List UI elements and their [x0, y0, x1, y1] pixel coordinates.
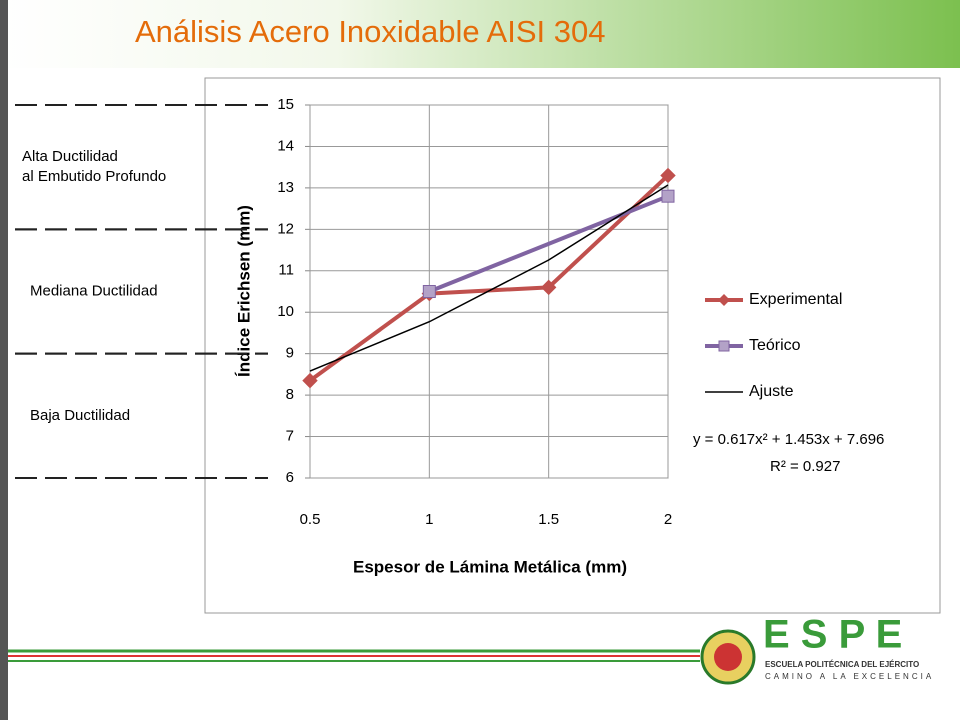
x-axis-label: Espesor de Lámina Metálica (mm): [353, 557, 627, 576]
zone-label: Baja Ductilidad: [30, 407, 130, 424]
x-tick-label: 1: [425, 511, 433, 528]
y-axis-label: Índice Erichsen (mm): [234, 205, 253, 377]
y-tick-label: 7: [286, 428, 294, 445]
logo-letters: E S P E: [763, 613, 902, 657]
logo-motto: CAMINO A LA EXCELENCIA: [765, 672, 934, 681]
y-tick-label: 10: [277, 303, 294, 320]
y-tick-label: 6: [286, 469, 294, 486]
legend-label: Teórico: [749, 337, 801, 354]
marker: [660, 167, 676, 184]
slide-title: Análisis Acero Inoxidable AISI 304: [135, 14, 605, 49]
chart: 6 7 8 9 10 11 12 13 14 15 0.5 1 1.5 2 Espesor de Lámin…: [15, 96, 884, 576]
equation: y = 0.617x² + 1.453x + 7.696: [693, 431, 884, 448]
marker: [661, 189, 675, 203]
title-band: [0, 0, 960, 68]
marker: [302, 372, 318, 389]
logo-school: ESCUELA POLITÉCNICA DEL EJÉRCITO: [765, 660, 919, 669]
y-tick-label: 9: [286, 345, 294, 362]
legend-label: Ajuste: [749, 383, 794, 400]
y-tick-label: 8: [286, 386, 294, 403]
zone-label: Alta Ductilidad: [22, 148, 118, 165]
logo-emblem: [714, 643, 742, 671]
series-line: [428, 194, 669, 294]
r-squared: R² = 0.927: [770, 458, 840, 475]
y-tick-label: 11: [278, 262, 294, 279]
y-tick-label: 14: [277, 137, 294, 154]
marker: [540, 279, 557, 296]
x-tick-label: 2: [664, 511, 672, 528]
y-tick-label: 13: [277, 179, 294, 196]
zone-label: al Embutido Profundo: [22, 168, 166, 185]
legend-marker: [718, 340, 730, 352]
x-tick-label: 1.5: [538, 511, 559, 528]
zone-label: Mediana Ductilidad: [30, 282, 158, 299]
y-tick-label: 12: [277, 220, 294, 237]
left-edge: [0, 0, 8, 720]
x-tick-label: 0.5: [300, 511, 321, 528]
y-tick-label: 15: [277, 96, 294, 113]
marker: [422, 285, 436, 298]
legend-marker: [718, 294, 730, 306]
series-line: [309, 184, 669, 372]
legend-label: Experimental: [749, 291, 842, 308]
